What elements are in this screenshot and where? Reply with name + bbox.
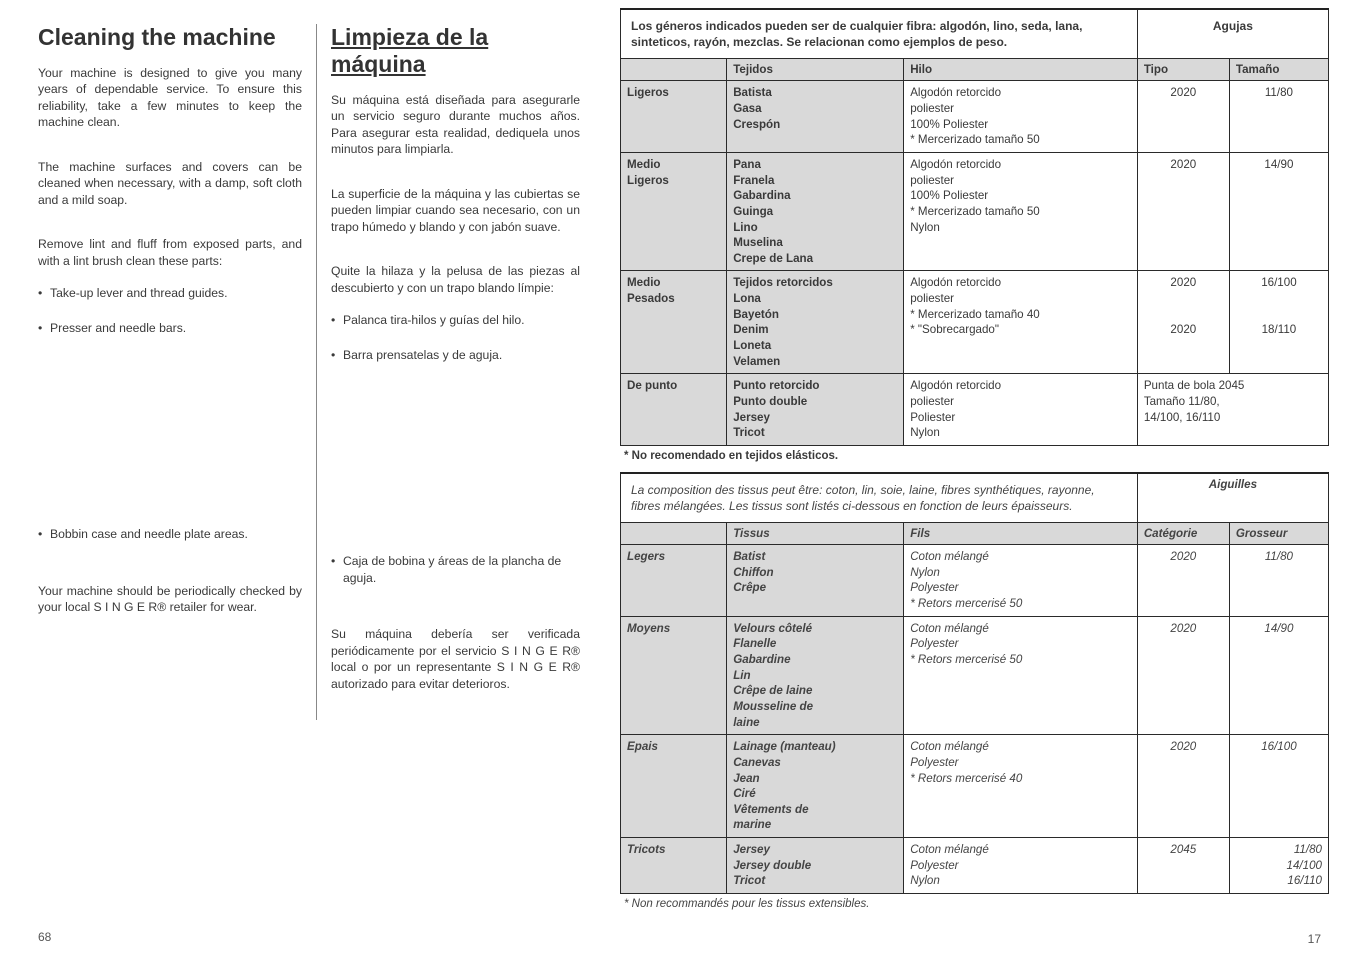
page-number-left: 68 — [38, 930, 594, 944]
es-row3-tipotam: Punta de bola 2045 Tamaño 11/80, 14/100,… — [1137, 374, 1328, 446]
es-b1: Palanca tira-hilos y guías del hilo. — [331, 312, 580, 328]
fr-row0-label: Legers — [621, 545, 727, 617]
fr-row0-gro: 11/80 — [1229, 545, 1328, 617]
es-row0-tejidos: Batista Gasa Crespón — [727, 81, 904, 153]
es-row0-tam: 11/80 — [1229, 81, 1328, 153]
es-row0-hilo: Algodón retorcido poliester 100% Poliest… — [904, 81, 1138, 153]
fr-row3-cat: 2045 — [1137, 838, 1229, 894]
es-row1-tejidos: Pana Franela Gabardina Guinga Lino Musel… — [727, 152, 904, 270]
fr-row3-fils: Coton mélangé Polyester Nylon — [904, 838, 1138, 894]
fr-row2-label: Epais — [621, 735, 727, 838]
es-p2: La superficie de la máquina y las cubier… — [331, 186, 580, 235]
fr-row2-cat: 2020 — [1137, 735, 1229, 838]
fr-row3-gro: 11/80 14/100 16/110 — [1229, 838, 1328, 894]
es-row2-tipo: 2020 2020 — [1137, 271, 1229, 374]
title-en: Cleaning the machine — [38, 24, 302, 51]
fr-row3-tissus: Jersey Jersey double Tricot — [727, 838, 904, 894]
fr-row1-tissus: Velours côtelé Flanelle Gabardine Lin Cr… — [727, 616, 904, 734]
es-hdr-tamano: Tamaño — [1229, 59, 1328, 81]
es-hdr-tejidos: Tejidos — [727, 59, 904, 81]
page-spread: Cleaning the machine Your machine is des… — [0, 0, 1351, 954]
en-b1: Take-up lever and thread guides. — [38, 285, 302, 301]
es-row2-tam: 16/100 18/110 — [1229, 271, 1328, 374]
es-hdr-hilo: Hilo — [904, 59, 1138, 81]
fr-row3-label: Tricots — [621, 838, 727, 894]
fr-row0-tissus: Batist Chiffon Crêpe — [727, 545, 904, 617]
french-needle-table: La composition des tissus peut être: cot… — [620, 472, 1329, 894]
es-table-note: * No recomendado en tejidos elásticos. — [624, 450, 1329, 462]
fr-hdr-fils: Fils — [904, 523, 1138, 545]
fr-row1-gro: 14/90 — [1229, 616, 1328, 734]
es-table-needles-header: Agujas — [1137, 9, 1328, 59]
spanish-column: Limpieza de la máquina Su máquina está d… — [316, 24, 594, 720]
es-row3-tejidos: Punto retorcido Punto double Jersey Tric… — [727, 374, 904, 446]
fr-row2-gro: 16/100 — [1229, 735, 1328, 838]
fr-hdr-blank — [621, 523, 727, 545]
en-b2: Presser and needle bars. — [38, 320, 302, 336]
en-p2: The machine surfaces and covers can be c… — [38, 159, 302, 208]
fr-row1-fils: Coton mélangé Polyester * Retors merceri… — [904, 616, 1138, 734]
en-p3: Remove lint and fluff from exposed parts… — [38, 236, 302, 269]
es-table-caption: Los géneros indicados pueden ser de cual… — [621, 9, 1138, 59]
en-p4: Your machine should be periodically chec… — [38, 583, 302, 616]
es-hdr-tipo: Tipo — [1137, 59, 1229, 81]
right-page: Los géneros indicados pueden ser de cual… — [612, 0, 1351, 954]
fr-row1-cat: 2020 — [1137, 616, 1229, 734]
en-b3: Bobbin case and needle plate areas. — [38, 526, 302, 542]
fr-row0-fils: Coton mélangé Nylon Polyester * Retors m… — [904, 545, 1138, 617]
es-row1-hilo: Algodón retorcido poliester 100% Poliest… — [904, 152, 1138, 270]
fr-hdr-tissus: Tissus — [727, 523, 904, 545]
fr-table-note: * Non recommandés pour les tissus extens… — [624, 898, 1329, 910]
fr-row0-cat: 2020 — [1137, 545, 1229, 617]
es-row2-tejidos: Tejidos retorcidos Lona Bayetón Denim Lo… — [727, 271, 904, 374]
es-row1-tipo: 2020 — [1137, 152, 1229, 270]
page-number-right: 17 — [620, 932, 1329, 946]
fr-row1-label: Moyens — [621, 616, 727, 734]
es-p4: Su máquina debería ser verificada periód… — [331, 626, 580, 692]
es-row3-hilo: Algodón retorcido poliester Poliester Ny… — [904, 374, 1138, 446]
fr-row2-tissus: Lainage (manteau) Canevas Jean Ciré Vête… — [727, 735, 904, 838]
title-es: Limpieza de la máquina — [331, 24, 580, 78]
es-b2: Barra prensatelas y de aguja. — [331, 347, 580, 363]
fr-hdr-grosseur: Grosseur — [1229, 523, 1328, 545]
left-page: Cleaning the machine Your machine is des… — [0, 0, 612, 954]
es-row2-hilo: Algodón retorcido poliester * Mercerizad… — [904, 271, 1138, 374]
fr-row2-fils: Coton mélangé Polyester * Retors merceri… — [904, 735, 1138, 838]
fr-table-needles-header: Aiguilles — [1137, 473, 1328, 523]
es-row0-label: Ligeros — [621, 81, 727, 153]
english-column: Cleaning the machine Your machine is des… — [38, 24, 316, 720]
two-column-block: Cleaning the machine Your machine is des… — [38, 24, 594, 720]
en-p1: Your machine is designed to give you man… — [38, 65, 302, 131]
spanish-needle-table: Los géneros indicados pueden ser de cual… — [620, 8, 1329, 446]
es-b3: Caja de bobina y áreas de la plancha de … — [331, 553, 580, 586]
es-p3: Quite la hilaza y la pelusa de las pieza… — [331, 263, 580, 296]
es-row1-tam: 14/90 — [1229, 152, 1328, 270]
fr-hdr-categorie: Catégorie — [1137, 523, 1229, 545]
es-row0-tipo: 2020 — [1137, 81, 1229, 153]
es-row2-label: Medio Pesados — [621, 271, 727, 374]
es-hdr-blank — [621, 59, 727, 81]
es-row3-label: De punto — [621, 374, 727, 446]
es-row1-label: Medio Ligeros — [621, 152, 727, 270]
es-p1: Su máquina está diseñada para asegurarle… — [331, 92, 580, 158]
fr-table-caption: La composition des tissus peut être: cot… — [621, 473, 1138, 523]
